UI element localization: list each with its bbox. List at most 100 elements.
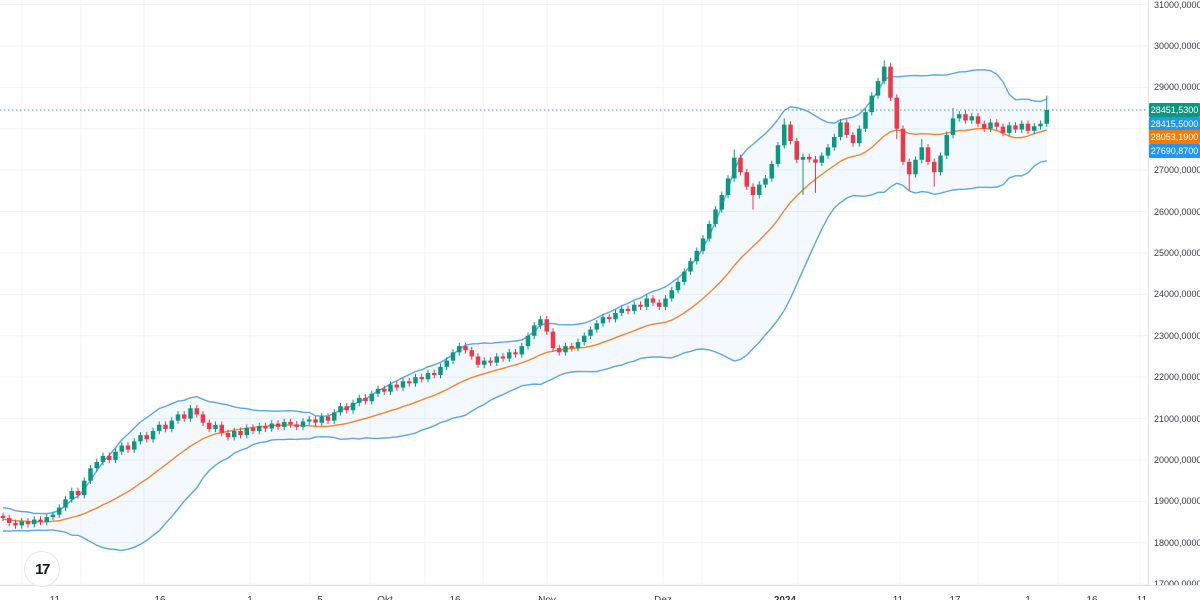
candle-body — [113, 451, 118, 460]
candle-body — [357, 397, 362, 403]
price-tick-label: 26000,0000 — [1154, 206, 1200, 217]
time-tick-label: 11 — [1137, 595, 1147, 600]
candle-body — [982, 123, 987, 129]
time-tick-label: 5 — [317, 595, 323, 600]
candle-body — [94, 462, 99, 469]
candle-body — [844, 122, 849, 135]
candle-body — [882, 66, 887, 82]
candle-body — [1007, 125, 1012, 133]
candle-body — [463, 346, 468, 351]
candle-body — [969, 116, 974, 121]
candle-body — [69, 491, 74, 500]
candle-body — [600, 317, 606, 324]
candle-body — [769, 163, 774, 179]
price-tick-label: 25000,0000 — [1154, 247, 1200, 258]
candle-body — [275, 423, 281, 427]
candle-body — [88, 468, 93, 481]
time-tick-label: Dez — [654, 595, 672, 600]
candle-body — [557, 348, 562, 353]
candle-body — [563, 346, 568, 353]
candle-body — [757, 184, 762, 195]
candle-body — [700, 238, 706, 251]
candle-body — [619, 308, 624, 313]
price-tick-label: 24000,0000 — [1154, 289, 1200, 300]
candle-body — [188, 408, 193, 419]
candle-body — [394, 384, 399, 388]
candle-body — [819, 155, 824, 163]
candle-body — [32, 519, 37, 525]
candle-body — [300, 421, 306, 427]
time-tick-label: 16 — [1086, 595, 1097, 600]
candle-body — [263, 426, 268, 429]
candle-body — [107, 455, 112, 460]
candle-body — [1038, 123, 1043, 127]
price-axis[interactable]: 31000,000030000,000029000,000028000,0000… — [1148, 0, 1200, 589]
candle-body — [744, 172, 749, 187]
candle-body — [825, 147, 831, 156]
candle-body — [407, 381, 412, 384]
candle-body — [525, 335, 531, 347]
time-tick-label: 11 — [50, 595, 60, 600]
candlestick-plot[interactable] — [0, 0, 1148, 585]
candle-body — [25, 521, 31, 525]
candle-body — [900, 128, 906, 162]
price-tick-label: 23000,0000 — [1154, 330, 1200, 341]
price-tick-label: 29000,0000 — [1154, 82, 1200, 93]
candle-body — [325, 416, 331, 421]
candle-body — [732, 157, 737, 179]
candle-body — [544, 319, 549, 332]
candle-body — [707, 223, 712, 239]
candle-body — [644, 298, 649, 307]
candle-body — [569, 346, 574, 349]
tradingview-logo[interactable]: 17 — [24, 551, 60, 587]
candle-body — [725, 178, 731, 195]
candle-body — [775, 145, 781, 164]
candle-body — [344, 406, 349, 411]
candle-body — [513, 352, 518, 355]
candle-body — [369, 393, 374, 402]
candle-body — [963, 114, 968, 121]
candle-body — [1044, 110, 1049, 124]
candle-body — [432, 373, 437, 376]
time-axis[interactable]: 11 16 1 5 Okt 16 Nov Dez 2024 11 17 1 16 11 — [0, 585, 1200, 600]
price-tick-label: 17000,0000 — [1154, 579, 1200, 589]
price-tick-label: 18000,0000 — [1154, 537, 1200, 548]
candle-body — [957, 114, 962, 119]
price-label: 28451,5300 — [1149, 103, 1200, 117]
candle-body — [175, 414, 181, 421]
candle-body — [75, 491, 81, 496]
candle-body — [669, 290, 674, 299]
candle-body — [925, 147, 931, 162]
candle-body — [438, 366, 443, 376]
candle-body — [119, 445, 124, 452]
candle-body — [169, 420, 174, 429]
candle-body — [457, 346, 462, 353]
candle-body — [694, 250, 699, 262]
candle-body — [719, 194, 724, 210]
candle-body — [194, 408, 199, 415]
price-tick-label: 27000,0000 — [1154, 165, 1200, 176]
price-label: 28053,1900 — [1149, 130, 1200, 144]
candle-body — [38, 519, 43, 523]
candle-body — [950, 118, 956, 135]
candle-body — [675, 281, 681, 291]
candle-body — [288, 421, 293, 425]
candle-body — [244, 427, 249, 436]
candle-body — [157, 424, 162, 431]
candle-body — [238, 430, 243, 436]
price-tick-label: 31000,0000 — [1154, 0, 1200, 10]
candle-body — [313, 419, 318, 423]
candle-body — [763, 178, 768, 185]
candle-body — [419, 377, 424, 380]
candle-body — [19, 521, 24, 526]
candle-body — [400, 381, 406, 388]
candle-body — [738, 157, 743, 173]
candle-body — [663, 298, 668, 307]
candle-body — [375, 388, 381, 394]
candle-body — [682, 271, 687, 282]
candle-body — [319, 416, 324, 423]
candle-body — [607, 317, 612, 320]
candle-body — [907, 161, 912, 175]
candle-body — [500, 356, 506, 359]
candle-body — [150, 430, 156, 440]
